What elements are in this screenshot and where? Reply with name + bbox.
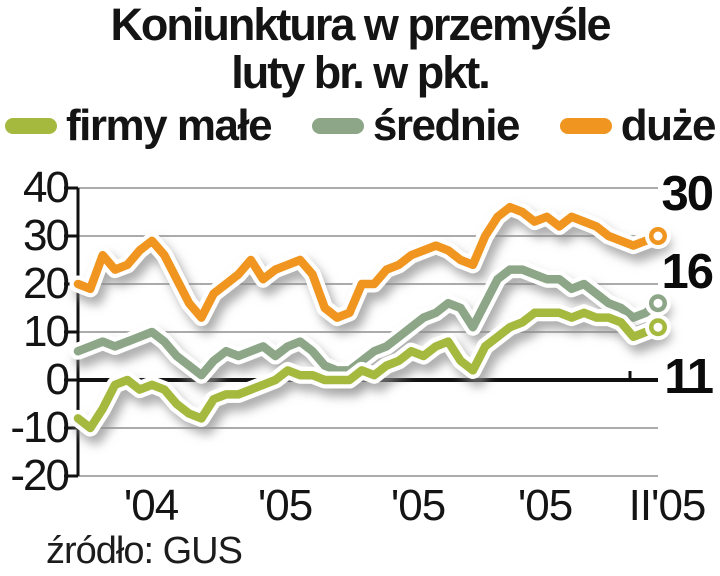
legend-label-firmy-male: firmy małe bbox=[66, 101, 273, 150]
y-axis-tick-label: 30 bbox=[23, 211, 70, 260]
legend-swatch-srednie-icon bbox=[311, 118, 364, 134]
x-axis-tick-label: '05 bbox=[390, 481, 446, 530]
y-axis-tick-label: -10 bbox=[10, 403, 70, 452]
x-axis-tick-label: II'05 bbox=[628, 481, 707, 530]
line-chart-canvas bbox=[64, 186, 671, 478]
legend-swatch-duze-icon bbox=[559, 118, 612, 134]
chart-title: Koniunktura w przemyśle bbox=[110, 0, 611, 50]
legend: firmy małe średnie duże bbox=[5, 101, 717, 150]
legend-label-srednie: średnie bbox=[372, 101, 521, 150]
series-end-marker-dot-średnie bbox=[653, 298, 663, 308]
x-axis-tick-label: '05 bbox=[517, 481, 573, 530]
end-value-label-srednie: 16 bbox=[661, 245, 714, 299]
series-line-duże bbox=[73, 202, 663, 322]
legend-item-duze: duże bbox=[559, 101, 717, 150]
x-axis-tick-label: '05 bbox=[257, 481, 313, 530]
source-note: źródło: GUS bbox=[46, 530, 243, 572]
y-axis-tick-label: 40 bbox=[23, 163, 70, 212]
series-end-marker-dot-duże bbox=[653, 231, 663, 241]
legend-label-duze: duże bbox=[620, 101, 717, 150]
series-end-marker-dot-firmy małe bbox=[653, 322, 663, 332]
legend-item-firmy-male: firmy małe bbox=[5, 101, 273, 150]
legend-swatch-firmy-male-icon bbox=[5, 118, 57, 134]
x-axis-tick-label: '04 bbox=[123, 481, 179, 530]
end-value-label-firmy-male: 11 bbox=[664, 350, 714, 404]
y-axis-tick-label: 10 bbox=[23, 307, 70, 356]
series-line-średnie bbox=[73, 265, 663, 380]
end-value-label-duze: 30 bbox=[661, 167, 714, 221]
y-axis-tick-label: 20 bbox=[23, 259, 70, 308]
y-axis-tick-label: 0 bbox=[45, 355, 70, 404]
legend-item-srednie: średnie bbox=[311, 101, 521, 150]
y-axis-tick-label: -20 bbox=[10, 451, 70, 500]
chart-subtitle: luty br. w pkt. bbox=[231, 47, 491, 98]
series-line-firmy małe bbox=[73, 308, 663, 433]
